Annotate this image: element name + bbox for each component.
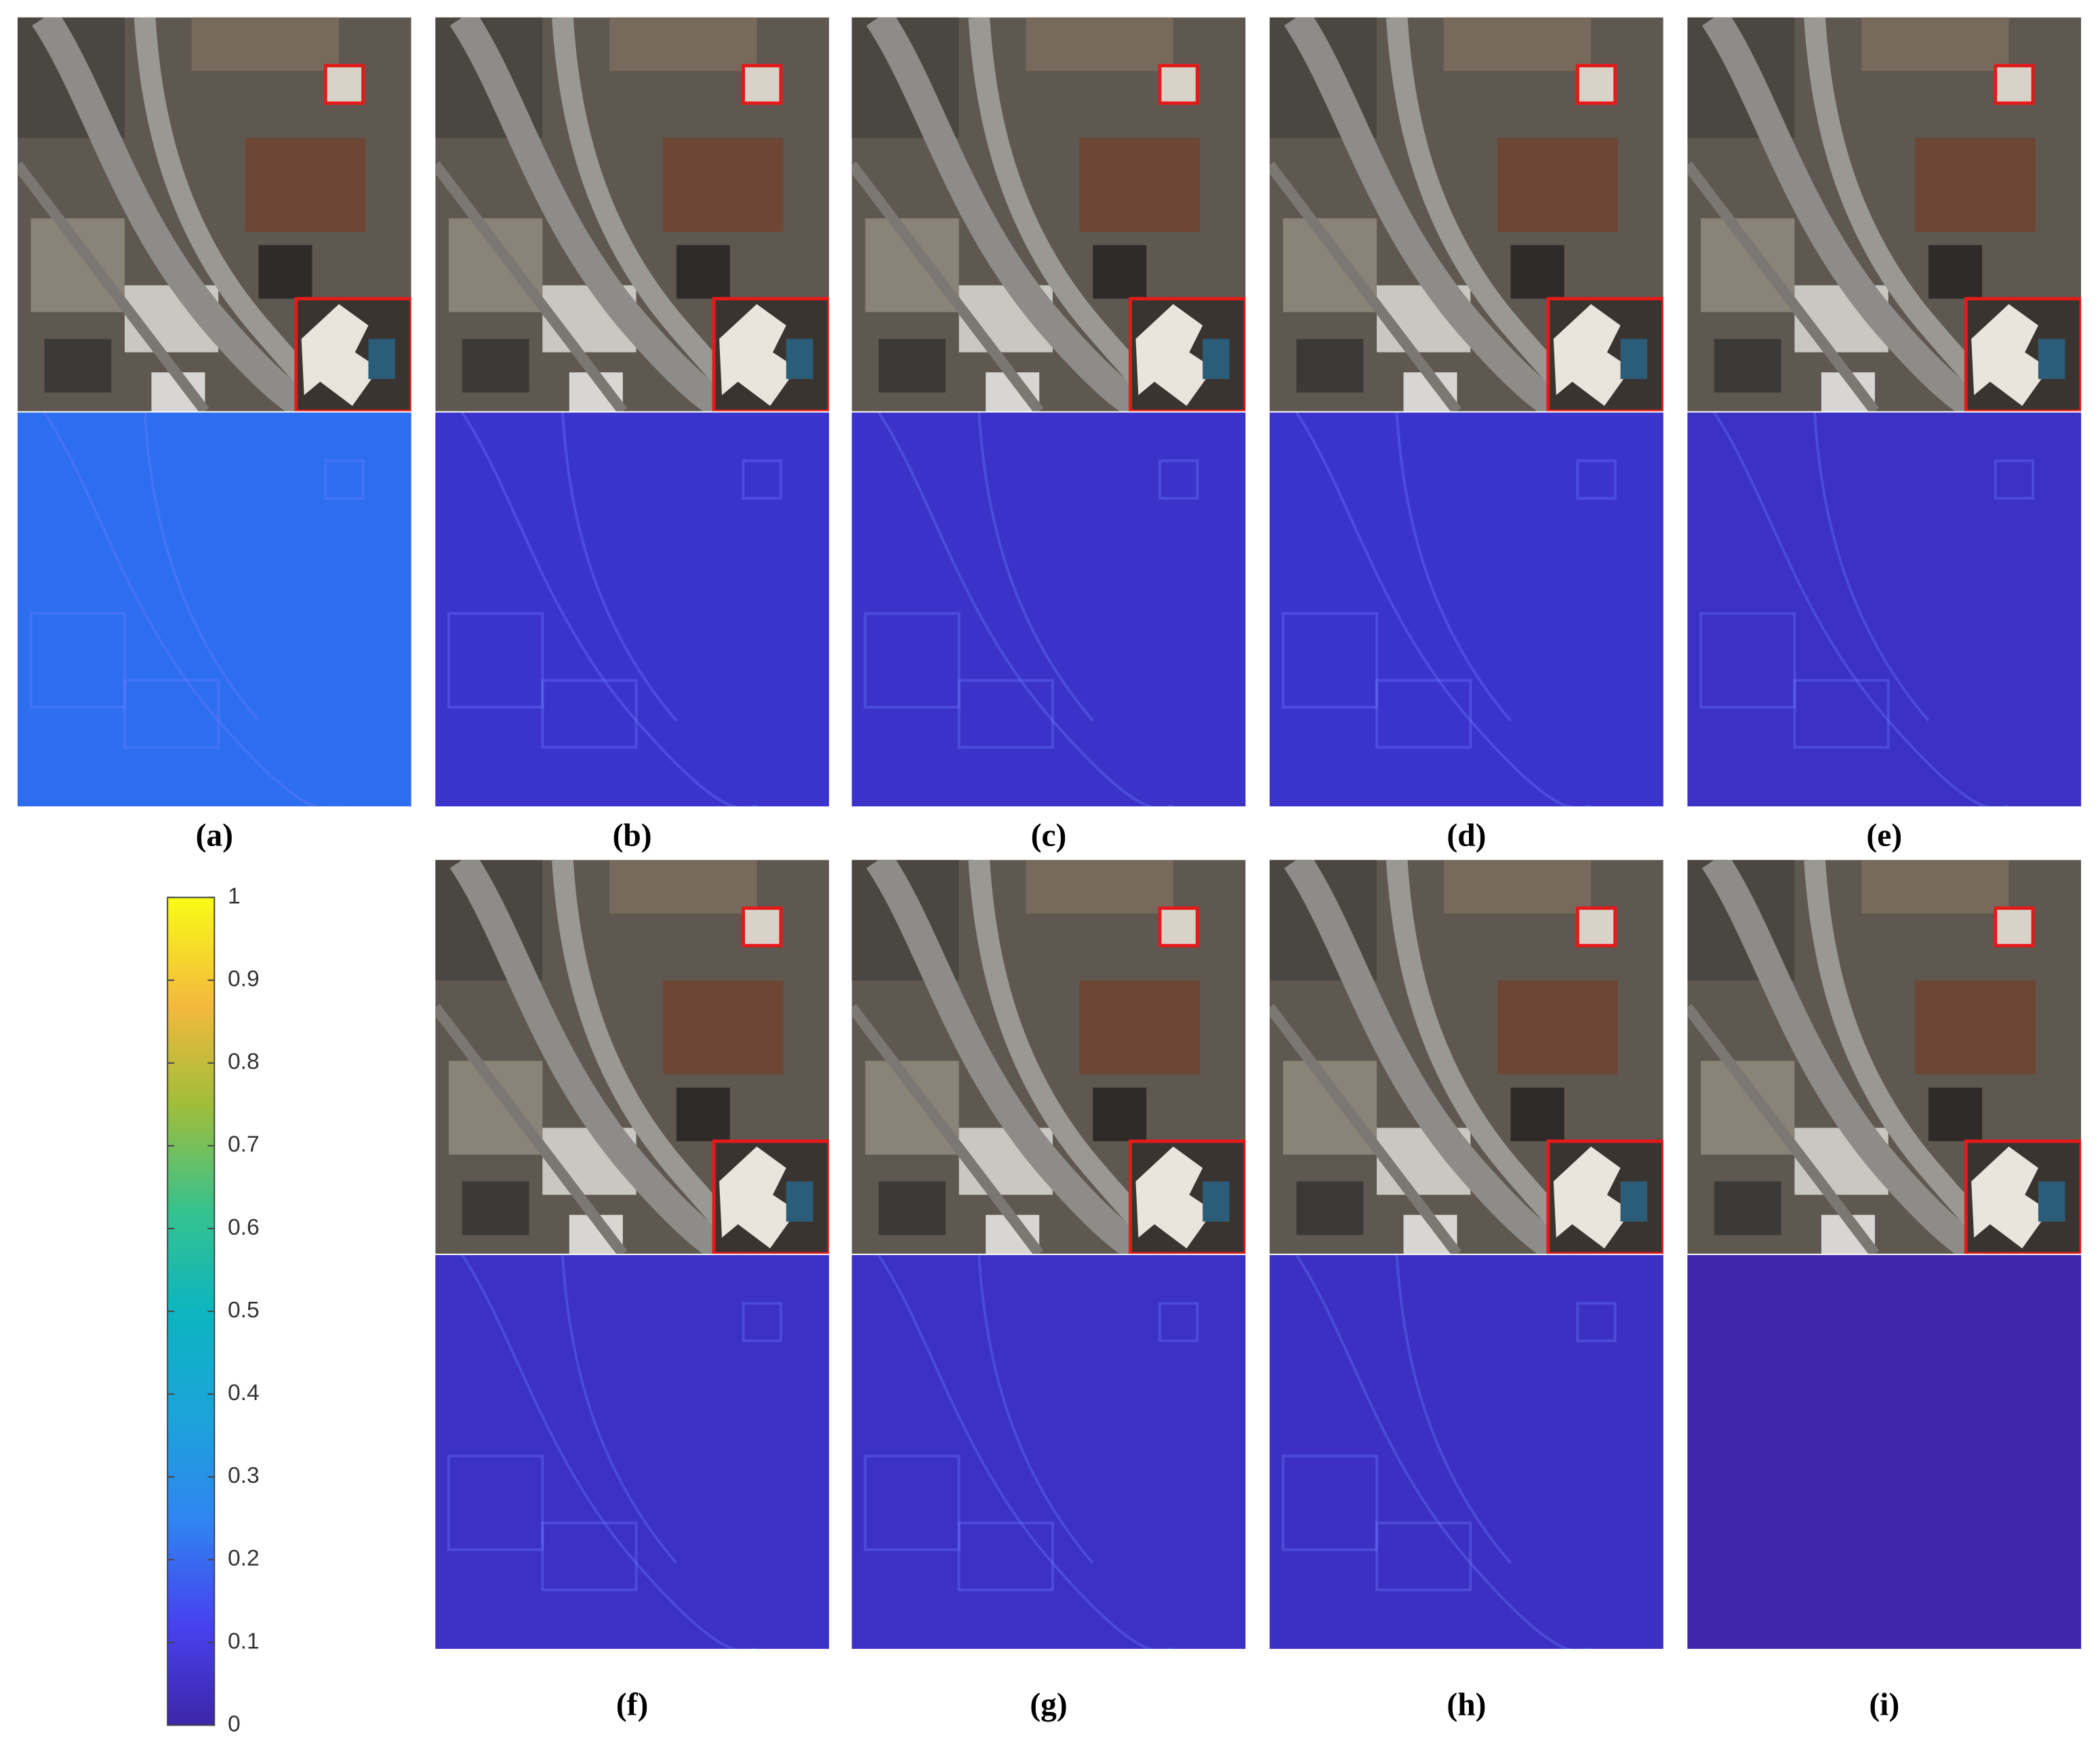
- error-map: [1269, 412, 1663, 807]
- panel: (i): [1687, 860, 2082, 1723]
- panel: (a): [17, 18, 411, 854]
- reconstructed-image: [435, 860, 829, 1255]
- error-map: [851, 1255, 1246, 1649]
- colorbar-tick-label: 1: [228, 883, 241, 909]
- panel-label: (g): [1030, 1688, 1067, 1723]
- reconstructed-image: [1270, 18, 1663, 413]
- colorbar-tick-label: 0.6: [228, 1215, 260, 1240]
- panel-label: (d): [1447, 818, 1486, 854]
- colorbar-tick-label: 0.1: [228, 1629, 260, 1654]
- reconstructed-image: [1687, 860, 2081, 1255]
- reconstructed-image: [1270, 860, 1663, 1255]
- panel-label: (f): [616, 1688, 648, 1723]
- colorbar-tick-label: 0.4: [228, 1380, 260, 1406]
- error-map: [1269, 1255, 1663, 1649]
- colorbar-tick-label: 0.9: [228, 967, 260, 992]
- panel: (g): [851, 860, 1246, 1723]
- reconstructed-image: [852, 18, 1246, 413]
- error-map: [435, 1255, 830, 1649]
- panel: (c): [852, 18, 1246, 854]
- colorbar: 0 0.1 0.2 0.3 0.4 0.5 0.6 0.7 0.8 0.9 1: [167, 883, 260, 1736]
- error-map: [1687, 412, 2082, 807]
- panel: (h): [1269, 860, 1663, 1723]
- reconstructed-image: [852, 860, 1246, 1255]
- panel-label: (a): [196, 818, 233, 854]
- panel: (f): [435, 860, 830, 1723]
- colorbar-tick-label: 0.2: [228, 1546, 260, 1571]
- panel: (e): [1687, 18, 2082, 854]
- panels: (a) (b) (c) (d) (e) (f) (g) (h) (i): [17, 18, 2082, 1723]
- panel-label: (b): [613, 818, 652, 854]
- colorbar-gradient: [167, 896, 216, 1726]
- colorbar-tick-label: 0.3: [228, 1463, 260, 1488]
- panel-label: (h): [1447, 1688, 1486, 1723]
- panel-label: (c): [1031, 818, 1067, 854]
- error-map: [435, 412, 830, 807]
- error-map: [851, 412, 1246, 807]
- colorbar-tick-label: 0.5: [228, 1298, 260, 1323]
- colorbar-tick-label: 0.7: [228, 1132, 260, 1157]
- panel: (b): [435, 18, 830, 854]
- reconstructed-image: [1687, 18, 2081, 413]
- panel-label: (i): [1869, 1688, 1899, 1723]
- error-map: [17, 412, 411, 807]
- colorbar-tick-label: 0: [228, 1711, 241, 1736]
- reconstructed-image: [18, 18, 411, 413]
- panel: (d): [1270, 18, 1663, 854]
- reconstructed-image: [435, 18, 829, 413]
- error-map: [1687, 1255, 2082, 1649]
- colorbar-tick-label: 0.8: [228, 1050, 260, 1075]
- panel-label: (e): [1866, 818, 1902, 854]
